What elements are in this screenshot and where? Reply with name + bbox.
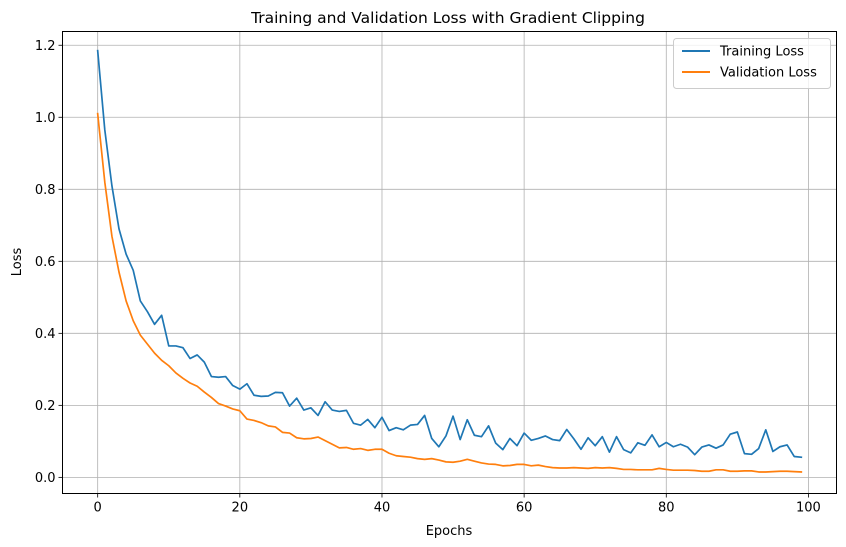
x-tick-label: 80 — [658, 501, 675, 516]
x-tick-label: 100 — [796, 501, 821, 516]
legend: Training Loss Validation Loss — [673, 38, 831, 89]
y-tick-label: 1.2 — [35, 39, 56, 54]
y-tick-label: 0.4 — [35, 327, 56, 342]
ticks: 0 20 40 60 80 100 0.0 0.2 0.4 0.6 0.8 1.0 1.2 — [35, 39, 821, 516]
x-tick-label: 40 — [374, 501, 391, 516]
x-tick-label: 20 — [232, 501, 249, 516]
legend-label-training: Training Loss — [719, 45, 804, 60]
legend-box — [673, 38, 831, 89]
y-tick-label: 0.8 — [35, 183, 56, 198]
chart-title: Training and Validation Loss with Gradie… — [250, 9, 645, 27]
series-layer — [96, 49, 803, 473]
y-tick-label: 0.0 — [35, 471, 56, 486]
grid — [62, 31, 837, 494]
series-line-training — [96, 49, 803, 459]
y-tick-label: 0.6 — [35, 255, 56, 270]
plot-frame — [62, 31, 837, 494]
series-line-validation — [96, 112, 803, 473]
x-tick-label: 60 — [516, 501, 533, 516]
y-axis-label: Loss — [10, 248, 25, 277]
y-tick-label: 1.0 — [35, 111, 56, 126]
legend-label-validation: Validation Loss — [720, 66, 817, 81]
x-axis-label: Epochs — [426, 524, 473, 539]
y-tick-label: 0.2 — [35, 399, 56, 414]
x-tick-label: 0 — [94, 501, 102, 516]
